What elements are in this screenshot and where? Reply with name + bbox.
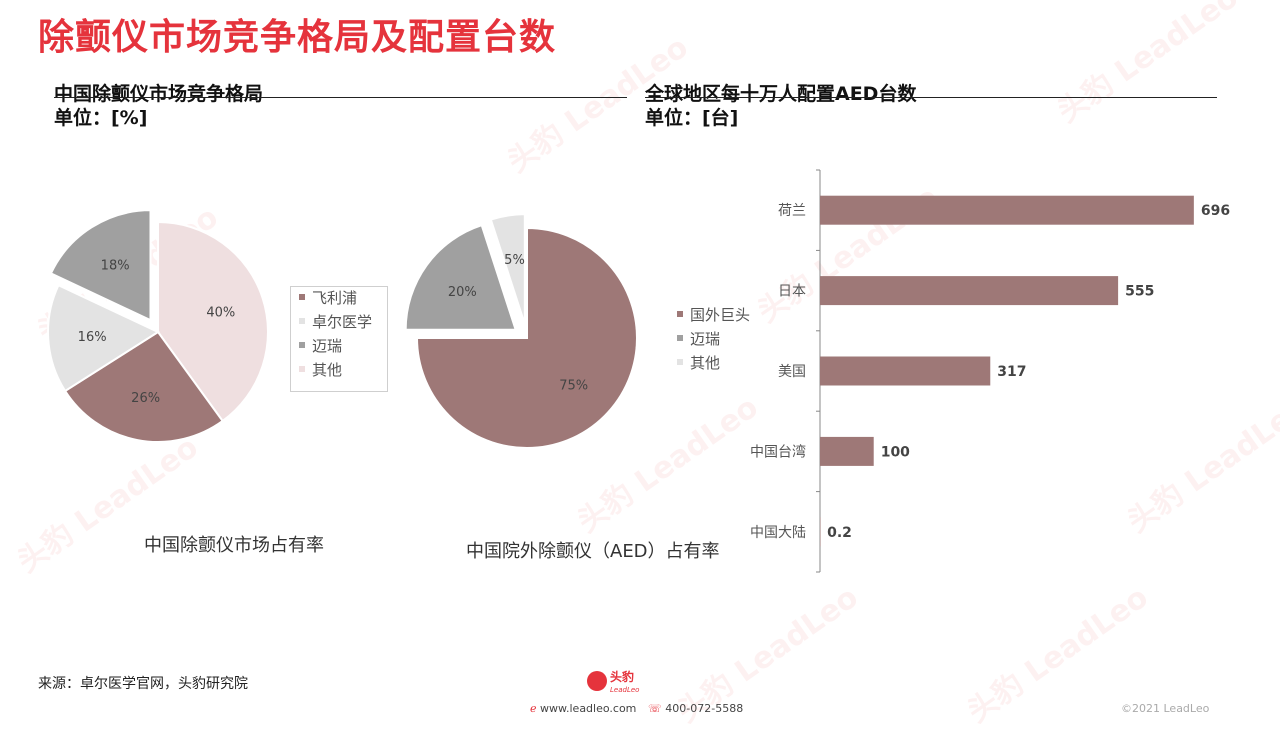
pie-slice: [415, 226, 638, 449]
globe-icon: ℯ: [530, 702, 537, 715]
market-share-legend: 飞利浦 卓尔医学 迈瑞 其他: [290, 286, 388, 392]
copyright: ©2021 LeadLeo: [1121, 702, 1210, 715]
website-text: www.leadleo.com: [540, 702, 637, 715]
slice-value-label: 75%: [559, 379, 588, 394]
phone-icon: ☏: [648, 702, 662, 715]
logo-text: 头豹: [610, 669, 634, 684]
slice-value-label: 5%: [504, 253, 525, 268]
legend-label: 迈瑞: [312, 337, 343, 355]
legend-swatch: [677, 334, 683, 341]
bar: [820, 517, 821, 547]
bar-value-label: 317: [997, 364, 1026, 380]
category-label: 日本: [778, 284, 806, 300]
pie-slice: [489, 213, 526, 325]
aed-share-caption: 中国院外除颤仪（AED）占有率: [466, 541, 720, 562]
page-title: 除颤仪市场竞争格局及配置台数: [38, 17, 557, 58]
legend-item: 迈瑞: [677, 328, 720, 349]
slice-value-label: 40%: [206, 306, 235, 321]
legend-item: 其他: [299, 359, 342, 380]
legend-item: 卓尔医学: [299, 311, 372, 332]
legend-item: 其他: [677, 352, 720, 373]
legend-label: 飞利浦: [312, 289, 358, 307]
left-section-rule: [54, 97, 627, 98]
bar-value-label: 555: [1125, 284, 1154, 300]
source-note: 来源：卓尔医学官网，头豹研究院: [38, 676, 248, 692]
category-label: 荷兰: [778, 203, 806, 219]
slice-value-label: 18%: [101, 258, 130, 273]
legend-label: 其他: [690, 354, 721, 372]
left-section-unit: 单位：[%]: [54, 107, 148, 129]
watermark: 头豹 LeadLeo: [1051, 0, 1245, 130]
category-label: 美国: [778, 364, 806, 380]
logo-subtext: LeadLeo: [610, 686, 639, 694]
right-section-title: 全球地区每十万人配置AED台数: [645, 83, 917, 105]
legend-item: 国外巨头: [677, 304, 750, 325]
pie-slice: [49, 209, 152, 322]
pie-slice: [157, 220, 269, 423]
website-link[interactable]: ℯ www.leadleo.com: [530, 702, 636, 715]
right-section-unit: 单位：[台]: [645, 107, 739, 129]
logo-mark: [587, 671, 607, 691]
category-label: 中国大陆: [750, 525, 806, 541]
bar: [820, 276, 1119, 306]
aed-per-capita-bar-chart: 荷兰 696 日本 555 美国 317 中国台湾 100 中国大陆 0.2: [750, 169, 1230, 573]
legend-swatch: [299, 341, 305, 348]
legend-swatch: [299, 365, 305, 372]
slice-value-label: 26%: [131, 391, 160, 406]
bar: [820, 436, 874, 466]
left-section-title: 中国除颤仪市场竞争格局: [54, 83, 264, 105]
legend-swatch: [677, 358, 683, 365]
market-share-caption: 中国除颤仪市场占有率: [144, 535, 324, 556]
phone-number: ☏ 400-072-5588: [648, 702, 743, 715]
slice-value-label: 16%: [78, 330, 107, 345]
right-section-rule: [645, 97, 1217, 98]
legend-label: 其他: [312, 361, 343, 379]
legend-swatch: [299, 317, 305, 324]
pie-slice: [404, 223, 518, 331]
bar-value-label: 0.2: [827, 525, 852, 541]
legend-swatch: [677, 310, 683, 317]
legend-swatch: [299, 293, 305, 300]
bar: [820, 195, 1194, 225]
leadleo-logo: 头豹 LeadLeo: [587, 669, 639, 694]
slice-value-label: 20%: [448, 285, 477, 300]
bar-value-label: 696: [1201, 203, 1230, 219]
legend-label: 卓尔医学: [312, 313, 373, 331]
legend-label: 迈瑞: [690, 330, 721, 348]
pie-slice: [47, 283, 161, 393]
bar-value-label: 100: [881, 444, 910, 460]
legend-item: 飞利浦: [299, 287, 357, 308]
legend-label: 国外巨头: [690, 306, 751, 324]
pie-slice: [63, 330, 225, 443]
category-label: 中国台湾: [750, 443, 806, 460]
market-share-pie-chart: 40% 26% 16% 18%: [47, 209, 269, 443]
aed-share-pie-chart: 75% 20% 5%: [404, 213, 638, 449]
legend-item: 迈瑞: [299, 335, 342, 356]
bar: [820, 356, 991, 386]
phone-text: 400-072-5588: [665, 702, 744, 715]
